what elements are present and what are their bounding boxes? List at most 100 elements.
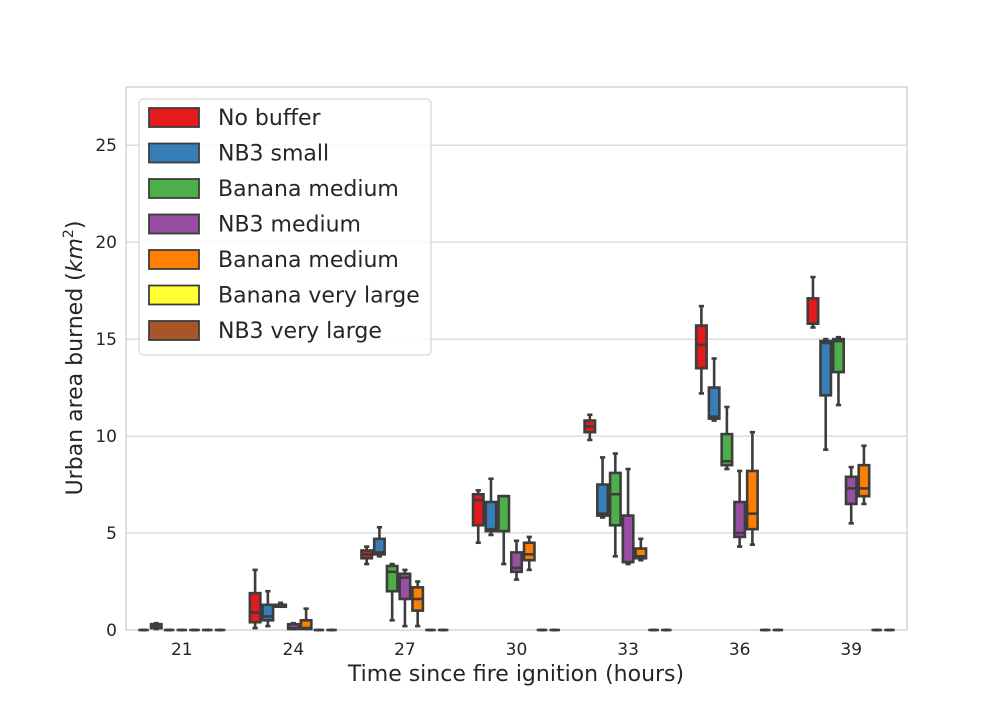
plot-area-frame [125, 86, 908, 631]
legend-swatch [148, 178, 200, 199]
box-body [621, 514, 635, 564]
box-body [596, 483, 610, 517]
box-body [522, 541, 536, 562]
box-0-4 [583, 413, 597, 442]
box-1-3 [484, 477, 498, 537]
box-body [372, 537, 386, 556]
box-1-0 [149, 621, 163, 631]
box-body [398, 572, 412, 601]
legend-item: Banana medium [148, 248, 399, 273]
box-2-6 [831, 335, 845, 407]
legend-label: Banana very large [218, 284, 420, 309]
box-3-5 [733, 469, 747, 548]
y-tick-label: 10 [95, 427, 117, 447]
box-body [844, 475, 858, 506]
y-axis-label-exponent: 2 [61, 229, 77, 238]
box-body [745, 469, 759, 531]
x-tick-label: 39 [840, 640, 862, 660]
box-0-1 [248, 568, 262, 630]
box-4-6 [857, 444, 871, 506]
box-1-2 [372, 525, 386, 558]
box-0-5 [694, 304, 708, 395]
box-1-4 [596, 456, 610, 519]
box-body [471, 492, 485, 527]
box-2-1 [274, 601, 288, 609]
box-1-5 [707, 357, 721, 422]
box-4-3 [522, 535, 536, 572]
legend-item: Banana very large [148, 284, 420, 309]
box-3-6 [844, 465, 858, 525]
box-body [707, 386, 721, 420]
legend-frame [138, 98, 432, 356]
x-axis-label: Time since fire ignition (hours) [347, 662, 684, 687]
box-3-2 [398, 568, 412, 628]
legend-swatch [148, 213, 200, 235]
box-4-2 [411, 580, 425, 628]
y-axis-label-end: ) [63, 221, 88, 230]
legend-item: Banana medium [148, 177, 399, 202]
y-tick-label: 15 [95, 330, 117, 350]
legend-swatch [148, 107, 200, 128]
box-4-5 [745, 430, 759, 546]
x-tick-label: 30 [506, 640, 528, 660]
legend-swatch [148, 320, 200, 341]
box-0-2 [360, 545, 374, 566]
y-tick-labels: 0 5 10 15 20 25 [95, 136, 117, 641]
box-body [857, 463, 871, 498]
box-2-2 [385, 562, 399, 622]
y-tick-label: 5 [106, 524, 117, 544]
legend-item: NB3 small [148, 142, 329, 167]
box-1-6 [819, 337, 833, 451]
box-body [733, 500, 747, 539]
x-tick-label: 21 [171, 640, 193, 660]
x-tick-label: 36 [729, 640, 751, 660]
legend-swatch [148, 284, 200, 306]
box-2-5 [720, 405, 734, 471]
box-2-4 [608, 452, 622, 558]
box-body [248, 591, 262, 624]
x-tick-label: 24 [283, 640, 305, 660]
x-tick-label: 33 [617, 640, 639, 660]
legend-label: NB3 medium [218, 213, 361, 238]
box-3-3 [509, 539, 524, 581]
y-tick-label: 20 [95, 233, 117, 253]
box-body [261, 603, 275, 622]
legend-label: NB3 small [218, 142, 329, 167]
x-tick-labels: 21 24 27 30 33 36 39 [171, 640, 862, 660]
legend-item: NB3 very large [148, 319, 382, 344]
box-body [831, 337, 845, 374]
legend-swatch [148, 249, 200, 270]
box-body [484, 500, 498, 533]
box-body [806, 297, 820, 325]
box-body [720, 432, 734, 467]
legend-label: Banana medium [218, 177, 399, 202]
boxes-layer [138, 275, 895, 632]
box-body [694, 324, 708, 370]
y-tick-label: 0 [106, 621, 117, 641]
box-4-4 [634, 537, 648, 562]
box-3-1 [286, 621, 300, 631]
legend-item: No buffer [148, 106, 322, 131]
legend-label: NB3 very large [218, 319, 382, 344]
y-axis-label-unit: km [63, 238, 88, 272]
box-body [385, 564, 399, 593]
x-tick-label: 27 [394, 640, 416, 660]
y-tick-label: 25 [95, 136, 117, 156]
box-3-4 [621, 467, 635, 566]
box-4-1 [299, 607, 313, 631]
box-body [819, 339, 833, 397]
box-1-1 [261, 589, 275, 628]
y-axis-label-main: Urban area burned ( [63, 272, 88, 495]
box-2-3 [497, 494, 511, 566]
y-axis-label: Urban area burned (km2) [61, 221, 88, 496]
box-body [608, 471, 622, 527]
box-0-6 [806, 275, 820, 329]
legend-label: Banana medium [218, 248, 399, 273]
box-0-3 [471, 489, 485, 545]
legend: No buffer NB3 small Banana medium NB3 mediu… [138, 98, 432, 356]
box-body [497, 494, 511, 533]
legend-swatch [148, 142, 200, 164]
legend-item: NB3 medium [148, 213, 361, 238]
box-body [634, 547, 648, 560]
